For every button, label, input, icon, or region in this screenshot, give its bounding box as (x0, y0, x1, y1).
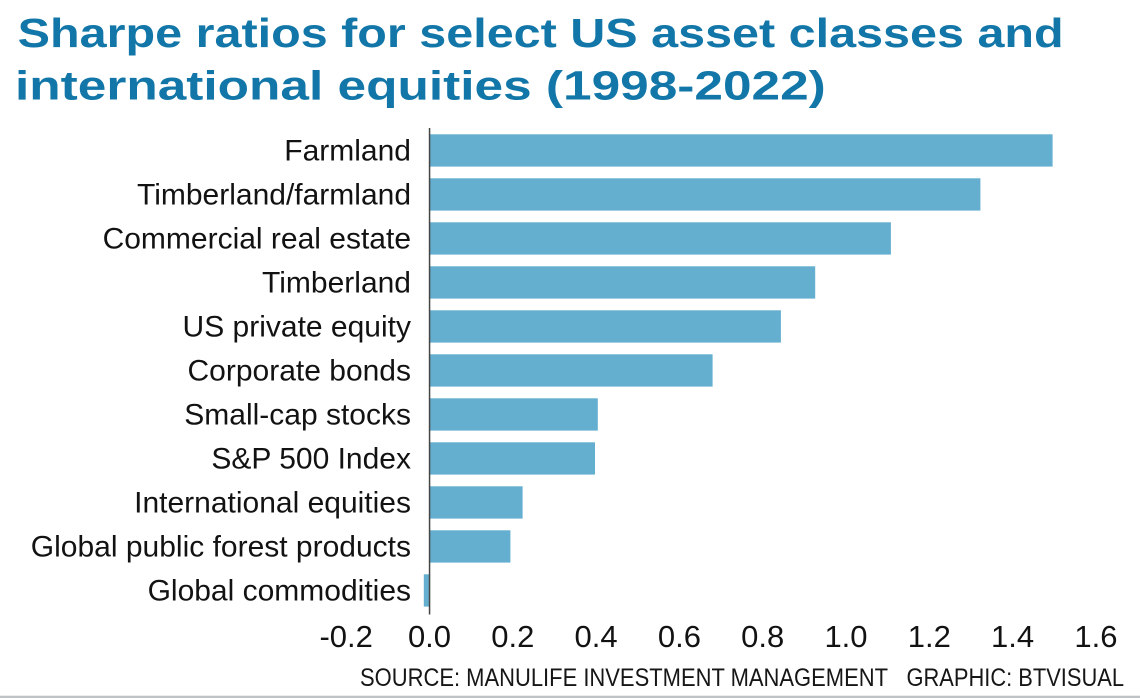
svg-text:Commercial real estate: Commercial real estate (103, 222, 411, 255)
svg-text:Timberland/farmland: Timberland/farmland (137, 178, 411, 211)
svg-text:1.0: 1.0 (824, 619, 867, 654)
svg-text:International equities: International equities (134, 486, 411, 519)
svg-text:1.6: 1.6 (1074, 619, 1117, 654)
svg-text:Sharpe ratios for select US as: Sharpe ratios for select US asset classe… (18, 10, 1064, 56)
svg-text:1.2: 1.2 (908, 619, 951, 654)
svg-text:international equities (1998-2: international equities (1998-2022) (15, 62, 826, 108)
svg-text:Farmland: Farmland (284, 134, 411, 167)
svg-text:S&P 500 Index: S&P 500 Index (211, 442, 411, 475)
svg-text:0.8: 0.8 (741, 619, 784, 654)
svg-text:Corporate bonds: Corporate bonds (188, 354, 411, 387)
svg-text:Small-cap stocks: Small-cap stocks (184, 398, 411, 431)
svg-text:SOURCE: MANULIFE INVESTMENT MA: SOURCE: MANULIFE INVESTMENT MANAGEMENT (360, 664, 888, 692)
svg-text:US private equity: US private equity (183, 310, 411, 343)
svg-text:-0.2: -0.2 (319, 619, 372, 654)
svg-text:Global public forest products: Global public forest products (31, 530, 411, 563)
svg-text:Global commodities: Global commodities (148, 574, 411, 607)
svg-text:0.6: 0.6 (658, 619, 701, 654)
svg-text:0.0: 0.0 (408, 619, 451, 654)
svg-text:1.4: 1.4 (991, 619, 1034, 654)
svg-text:0.2: 0.2 (491, 619, 534, 654)
svg-text:0.4: 0.4 (575, 619, 618, 654)
svg-text:Timberland: Timberland (262, 266, 411, 299)
svg-text:GRAPHIC: BTVISUAL: GRAPHIC: BTVISUAL (907, 664, 1125, 692)
